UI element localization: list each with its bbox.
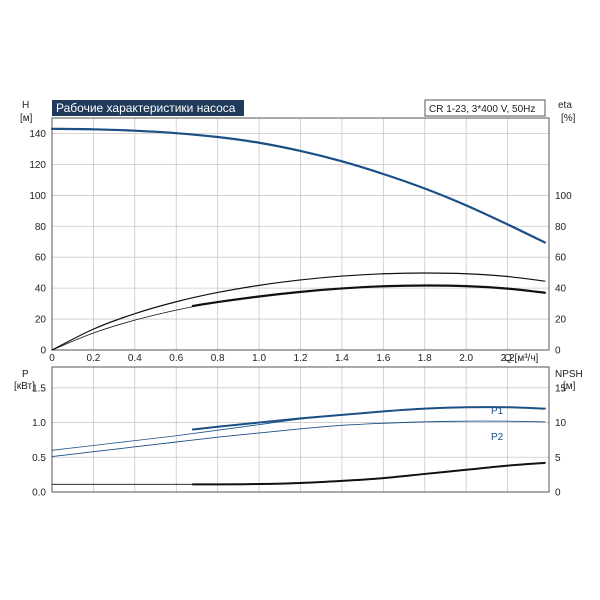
npsh-tick-label: 0: [555, 488, 561, 499]
bottom-curve-1: [191, 406, 546, 431]
head-tick-label: 20: [35, 315, 47, 326]
power-tick-label: 1.5: [32, 383, 46, 394]
flow-tick-label: 0: [49, 353, 55, 364]
flow-axis-label: Q [м³/ч]: [504, 353, 539, 364]
flow-tick-label: 1.2: [294, 353, 308, 364]
flow-tick-label: 1.0: [252, 353, 266, 364]
power-axis-unit: [кВт]: [14, 381, 35, 392]
flow-tick-label: 1.6: [376, 353, 390, 364]
eta-tick-label: 0: [555, 346, 561, 357]
bottom-curves: [51, 406, 546, 486]
head-tick-label: 60: [35, 253, 47, 264]
bottom-left-ticks: 0.0 0.5 1.0 1.5: [32, 383, 46, 498]
flow-tick-label: 2.2: [501, 353, 515, 364]
flow-tick-label: 0.4: [128, 353, 142, 364]
chart-title: Рабочие характеристики насоса: [56, 101, 236, 115]
top-curve-1: [51, 272, 546, 351]
top-curve-0: [50, 127, 546, 244]
power-tick-label: 0.0: [32, 488, 46, 499]
flow-tick-label: 0.2: [86, 353, 100, 364]
top-curves: [50, 127, 546, 351]
p1-curve-label: P1: [491, 406, 504, 417]
top-left-ticks: 0 20 40 60 80 100 120 140: [29, 129, 46, 357]
power-tick-label: 0.5: [32, 453, 46, 464]
eta-axis-label: eta: [558, 100, 572, 111]
eta-tick-label: 20: [555, 315, 567, 326]
head-tick-label: 40: [35, 284, 47, 295]
bottom-right-ticks: 0 5 10 15: [555, 383, 567, 498]
flow-tick-label: 1.8: [418, 353, 432, 364]
npsh-tick-label: 15: [555, 383, 567, 394]
npsh-tick-label: 10: [555, 418, 567, 429]
head-tick-label: 140: [29, 129, 46, 140]
bottom-curve-4: [191, 461, 546, 486]
chart-title-box: [52, 100, 244, 116]
head-axis-label: H: [22, 100, 29, 111]
flow-tick-label: 1.4: [335, 353, 349, 364]
flow-tick-label: 0.6: [169, 353, 183, 364]
top-grid: [51, 118, 549, 351]
npsh-axis-unit: [м]: [563, 381, 576, 392]
top-right-ticks: 0 20 40 60 80 100: [555, 191, 572, 357]
eta-axis-unit: [%]: [561, 113, 576, 124]
power-axis-label: P: [22, 369, 29, 380]
bottom-curve-2: [51, 420, 546, 458]
pump-info: CR 1-23, 3*400 V, 50Hz: [429, 104, 535, 115]
eta-tick-label: 40: [555, 284, 567, 295]
flow-tick-label: 0.8: [211, 353, 225, 364]
eta-tick-label: 60: [555, 253, 567, 264]
head-tick-label: 100: [29, 191, 46, 202]
head-tick-label: 0: [40, 346, 46, 357]
npsh-tick-label: 5: [555, 453, 561, 464]
pump-info-box: [424, 99, 546, 117]
flow-tick-label: 2.0: [459, 353, 473, 364]
x-axis-ticks: 0 0.2 0.4 0.6 0.8 1.0 1.2 1.4 1.6 1.8 2.0 2.2: [49, 353, 515, 364]
p2-curve-label: P2: [491, 432, 504, 443]
top-plot-frame: [51, 117, 550, 351]
bottom-plot-frame: [51, 366, 550, 493]
power-tick-label: 1.0: [32, 418, 46, 429]
head-tick-label: 120: [29, 160, 46, 171]
head-tick-label: 80: [35, 222, 47, 233]
head-axis-unit: [м]: [20, 113, 33, 124]
eta-tick-label: 100: [555, 191, 572, 202]
eta-tick-label: 80: [555, 222, 567, 233]
bottom-grid: [51, 367, 549, 493]
npsh-axis-label: NPSH: [555, 369, 583, 380]
top-curve-3: [191, 284, 546, 308]
